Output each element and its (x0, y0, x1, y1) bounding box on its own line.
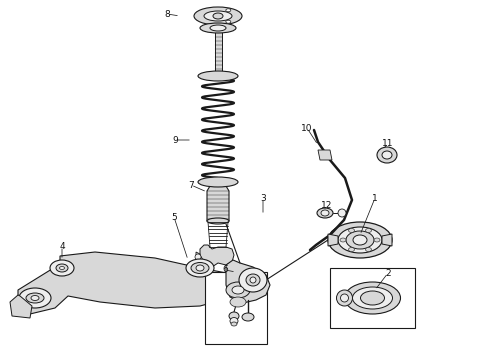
Ellipse shape (337, 290, 352, 306)
Ellipse shape (338, 209, 346, 217)
Ellipse shape (353, 235, 367, 245)
Ellipse shape (196, 265, 204, 271)
Ellipse shape (198, 177, 238, 187)
Ellipse shape (377, 147, 397, 163)
Ellipse shape (340, 238, 346, 242)
Text: 10: 10 (301, 123, 313, 132)
Bar (205, 272, 267, 344)
Ellipse shape (361, 291, 385, 305)
Ellipse shape (374, 238, 380, 242)
Text: 9: 9 (172, 135, 178, 144)
Polygon shape (226, 260, 270, 303)
Ellipse shape (352, 287, 392, 309)
Ellipse shape (344, 282, 400, 314)
Ellipse shape (226, 282, 250, 298)
Ellipse shape (341, 294, 348, 302)
Ellipse shape (186, 259, 214, 277)
Text: 5: 5 (171, 212, 177, 221)
Ellipse shape (230, 297, 246, 307)
Ellipse shape (230, 318, 238, 324)
Polygon shape (18, 252, 248, 314)
Ellipse shape (31, 296, 39, 301)
Text: 8: 8 (164, 9, 170, 18)
Text: 6: 6 (222, 266, 228, 274)
Ellipse shape (195, 254, 201, 260)
Ellipse shape (366, 229, 371, 233)
Ellipse shape (366, 248, 371, 252)
Ellipse shape (200, 23, 236, 33)
Ellipse shape (198, 71, 238, 81)
Ellipse shape (191, 262, 209, 274)
Ellipse shape (59, 266, 65, 270)
Text: 4: 4 (59, 242, 65, 251)
Ellipse shape (226, 9, 231, 12)
Text: 1: 1 (372, 194, 378, 202)
Text: 7: 7 (188, 180, 194, 189)
Ellipse shape (229, 312, 239, 320)
Polygon shape (207, 186, 229, 221)
Text: 3: 3 (260, 194, 266, 202)
Ellipse shape (348, 248, 354, 252)
Polygon shape (215, 32, 221, 72)
Ellipse shape (250, 277, 256, 283)
Text: 12: 12 (321, 201, 333, 210)
Ellipse shape (226, 20, 231, 23)
Ellipse shape (348, 229, 354, 233)
Ellipse shape (242, 313, 254, 321)
Ellipse shape (382, 151, 392, 159)
Polygon shape (10, 295, 32, 318)
Ellipse shape (321, 210, 329, 216)
Polygon shape (318, 150, 332, 160)
Polygon shape (328, 234, 338, 246)
Bar (330, 268, 415, 328)
Ellipse shape (317, 208, 333, 218)
Polygon shape (382, 234, 392, 246)
Ellipse shape (19, 288, 51, 308)
Ellipse shape (194, 7, 242, 25)
Ellipse shape (239, 268, 267, 292)
Ellipse shape (50, 260, 74, 276)
Ellipse shape (246, 274, 260, 286)
Ellipse shape (204, 11, 232, 21)
Ellipse shape (338, 227, 382, 253)
Text: 2: 2 (385, 269, 391, 278)
Ellipse shape (328, 222, 392, 258)
Ellipse shape (213, 13, 223, 19)
Ellipse shape (207, 218, 229, 224)
Text: 11: 11 (382, 139, 394, 148)
Ellipse shape (232, 286, 244, 294)
Polygon shape (200, 245, 234, 267)
Ellipse shape (210, 25, 226, 31)
Ellipse shape (346, 231, 374, 249)
Ellipse shape (231, 322, 237, 326)
Polygon shape (196, 252, 200, 260)
Ellipse shape (26, 293, 44, 303)
Ellipse shape (56, 264, 68, 272)
